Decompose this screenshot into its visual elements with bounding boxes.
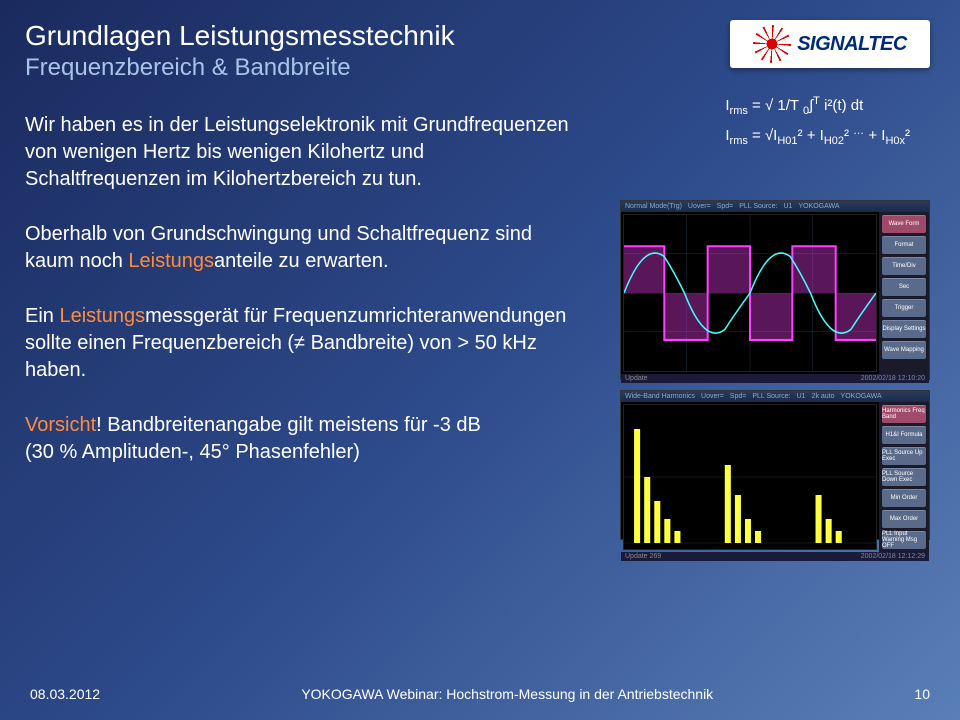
scope-side-button[interactable]: Trigger — [882, 299, 926, 317]
paragraph-2: Oberhalb von Grundschwingung und Schaltf… — [25, 221, 585, 275]
scope1-plot — [623, 214, 877, 372]
p2-highlight: Leistungs — [128, 250, 214, 272]
scope-side-button[interactable]: PLL Source Down Exec — [882, 468, 926, 486]
scope-menu-item: U1 — [797, 393, 806, 400]
header: Grundlagen Leistungsmesstechnik Frequenz… — [0, 0, 960, 92]
footer-title: YOKOGAWA Webinar: Hochstrom-Messung in d… — [100, 686, 914, 702]
p4-highlight: Vorsicht — [25, 414, 96, 436]
scope-side-button[interactable]: PLL Source Up Exec — [882, 447, 926, 465]
scope-menu-item: PLL Source: — [752, 393, 790, 400]
scope2-footer-right: 2002/02/18 12:12:29 — [861, 553, 925, 560]
p2-text-b: anteile zu erwarten. — [214, 250, 389, 272]
formula-1: Irms = √ 1/T 0∫T i²(t) dt — [725, 92, 910, 122]
scope2-menubar: Wide-Band Harmonics Uover= Spd= PLL Source:… — [621, 391, 929, 402]
scope-side-button[interactable]: Wave Form — [882, 215, 926, 233]
scope-menu-item: YOKOGAWA — [798, 203, 839, 210]
scope2-sidebar: Harmonics Freq Band H1&I Formula PLL Sourc… — [879, 402, 929, 552]
scope-side-button[interactable]: Harmonics Freq Band — [882, 405, 926, 423]
scope-side-button[interactable]: Wave Mapping — [882, 341, 926, 359]
footer-date: 08.03.2012 — [30, 686, 100, 702]
logo-text: SIGNALTEC — [797, 33, 907, 56]
scope-side-button[interactable]: Display Settings — [882, 320, 926, 338]
paragraph-1: Wir haben es in der Leistungselektronik … — [25, 112, 585, 193]
formula-2: Irms = √IH01² + IH02² … + IH0x² — [725, 122, 910, 152]
p3-text-a: Ein — [25, 305, 59, 327]
scope1-footer-left: Update — [625, 375, 648, 382]
scope-side-button[interactable]: Time/Div — [882, 257, 926, 275]
scope-side-button[interactable]: Min Order — [882, 489, 926, 507]
scope1-footer: Update 2002/02/18 12:10:20 — [621, 374, 929, 383]
scope-menu-item: 2k auto — [812, 393, 835, 400]
scope1-footer-right: 2002/02/18 12:10:20 — [861, 375, 925, 382]
scope1-sidebar: Wave Form Format Time/Div Sec Trigger Display… — [879, 212, 929, 374]
scope-side-button[interactable]: PLL Input Warning Msg OFF — [882, 531, 926, 549]
scope-side-button[interactable]: Max Order — [882, 510, 926, 528]
scope-menu-item: U1 — [784, 203, 793, 210]
footer-page: 10 — [914, 686, 930, 702]
title-block: Grundlagen Leistungsmesstechnik Frequenz… — [25, 20, 730, 82]
scope-menu-item: Wide-Band Harmonics — [625, 393, 695, 400]
oscilloscope-harmonics: Wide-Band Harmonics Uover= Spd= PLL Source:… — [620, 390, 930, 540]
p4-text-c: (30 % Amplituden-, 45° Phasenfehler) — [25, 441, 360, 463]
paragraph-4: Vorsicht! Bandbreitenangabe gilt meisten… — [25, 412, 585, 466]
page-title: Grundlagen Leistungsmesstechnik — [25, 20, 730, 52]
scope-side-button[interactable]: Format — [882, 236, 926, 254]
scope-menu-item: Normal Mode(Trg) — [625, 203, 682, 210]
scope2-footer-left: Update 269 — [625, 553, 661, 560]
slide-footer: 08.03.2012 YOKOGAWA Webinar: Hochstrom-M… — [0, 686, 960, 702]
scope-side-button[interactable]: H1&I Formula — [882, 426, 926, 444]
logo-burst-icon — [753, 25, 791, 63]
scope2-plot — [623, 404, 877, 550]
scope-menu-item: Uover= — [688, 203, 711, 210]
paragraph-3: Ein Leistungsmessgerät für Frequenzumric… — [25, 303, 585, 384]
scope-menu-item: YOKOGAWA — [841, 393, 882, 400]
page-subtitle: Frequenzbereich & Bandbreite — [25, 54, 730, 82]
scope-side-button[interactable]: Sec — [882, 278, 926, 296]
scope1-menubar: Normal Mode(Trg) Uover= Spd= PLL Source: U1 Y… — [621, 201, 929, 212]
p3-highlight: Leistungs — [59, 305, 145, 327]
formula-block: Irms = √ 1/T 0∫T i²(t) dt Irms = √IH01² … — [725, 92, 910, 152]
scope2-svg — [624, 405, 876, 549]
scope-menu-item: Uover= — [701, 393, 724, 400]
logo: SIGNALTEC — [730, 20, 930, 68]
scope1-svg — [624, 215, 876, 371]
scope-menu-item: Spd= — [717, 203, 734, 210]
scope-menu-item: Spd= — [730, 393, 747, 400]
p4-text-b: ! Bandbreitenangabe gilt meistens für -3… — [96, 414, 481, 436]
scope-menu-item: PLL Source: — [739, 203, 777, 210]
scope2-footer: Update 269 2002/02/18 12:12:29 — [621, 552, 929, 561]
oscilloscope-waveform: Normal Mode(Trg) Uover= Spd= PLL Source: U1 Y… — [620, 200, 930, 380]
scope-area: Normal Mode(Trg) Uover= Spd= PLL Source: U1 Y… — [620, 200, 930, 550]
